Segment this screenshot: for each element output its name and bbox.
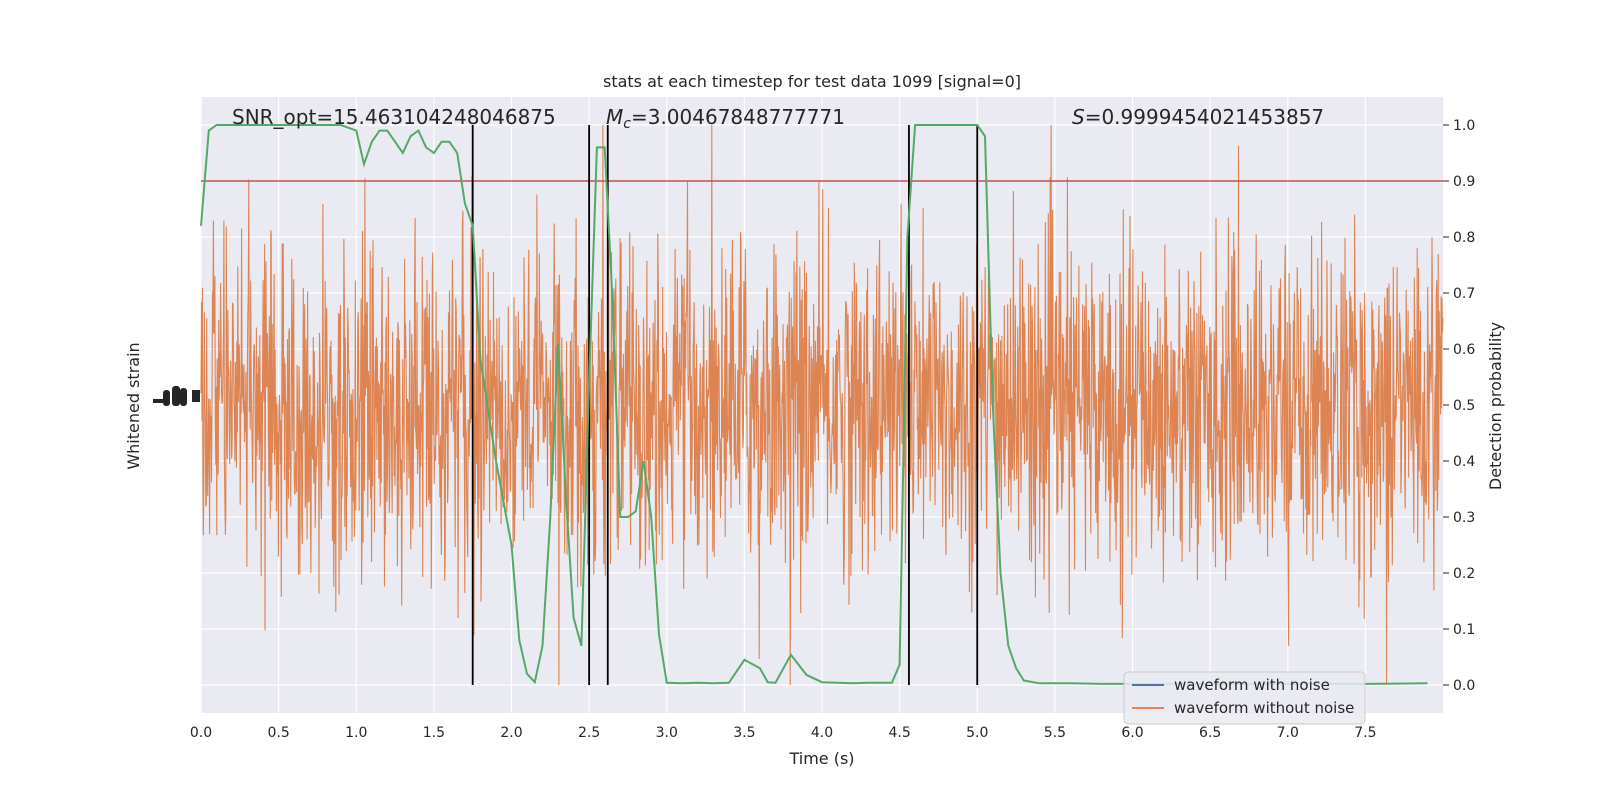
x-tick-label: 7.5	[1354, 725, 1376, 741]
y-tick-label: 0.2	[1453, 566, 1475, 582]
x-tick-label: 6.0	[1121, 725, 1143, 741]
x-tick-label: 1.5	[423, 725, 445, 741]
x-axis-label: Time (s)	[788, 749, 854, 768]
y-tick-label: 0.1	[1453, 622, 1475, 638]
y-tick-label: 0.5	[1453, 398, 1475, 414]
x-tick-label: 6.5	[1199, 725, 1221, 741]
y-tick-label: 0.0	[1453, 678, 1475, 694]
x-tick-label: 5.5	[1044, 725, 1066, 741]
x-tick-label: 3.0	[656, 725, 678, 741]
x-tick-label: 2.5	[578, 725, 600, 741]
x-tick-label: 0.5	[267, 725, 289, 741]
y-tick-label: 0.6	[1453, 342, 1475, 358]
y-axis-right-ticks: 0.0 0.1 0.2 0.3 0.4 0.5 0.6 0.7 0.8 0.9 1.0	[1443, 118, 1475, 694]
x-tick-label: 0.0	[190, 725, 212, 741]
legend: waveform with noise waveform without noi…	[1123, 671, 1366, 725]
legend-label-noise: waveform with noise	[1174, 676, 1330, 694]
strain-series	[200, 124, 1444, 686]
legend-label-clean: waveform without noise	[1174, 699, 1354, 717]
left-axis-tick-glyphs	[153, 386, 200, 406]
x-tick-label: 4.5	[888, 725, 910, 741]
x-tick-label: 3.5	[733, 725, 755, 741]
chart-title: stats at each timestep for test data 109…	[603, 72, 1021, 91]
legend-box	[1123, 671, 1366, 725]
y-tick-label: 1.0	[1453, 118, 1475, 134]
y-tick-label: 0.3	[1453, 510, 1475, 526]
detection-probability-line	[200, 124, 1428, 685]
y-tick-label: 0.4	[1453, 454, 1475, 470]
y-tick-label: 0.7	[1453, 286, 1475, 302]
chirp-mass-annotation: Mc=3.00467848777771	[606, 105, 845, 132]
probability-series	[200, 124, 1428, 685]
x-tick-label: 2.0	[500, 725, 522, 741]
y-axis-right-label: Detection probability	[1486, 322, 1505, 490]
snr-annotation: SNR_opt=15.463104248046875	[232, 105, 556, 129]
waveform-without-noise-line	[200, 124, 1444, 686]
y-tick-label: 0.8	[1453, 230, 1475, 246]
x-tick-label: 7.0	[1277, 725, 1299, 741]
x-tick-label: 4.0	[811, 725, 833, 741]
x-tick-label: 5.0	[966, 725, 988, 741]
y-axis-left-label: Whitened strain	[124, 342, 143, 469]
x-tick-label: 1.0	[345, 725, 367, 741]
s-annotation: S=0.9999454021453857	[1072, 105, 1324, 129]
x-axis-ticks: 0.0 0.5 1.0 1.5 2.0 2.5 3.0 3.5 4.0 4.5 5.0 5.5 6.0 6…	[190, 725, 1377, 741]
y-tick-label: 0.9	[1453, 174, 1475, 190]
